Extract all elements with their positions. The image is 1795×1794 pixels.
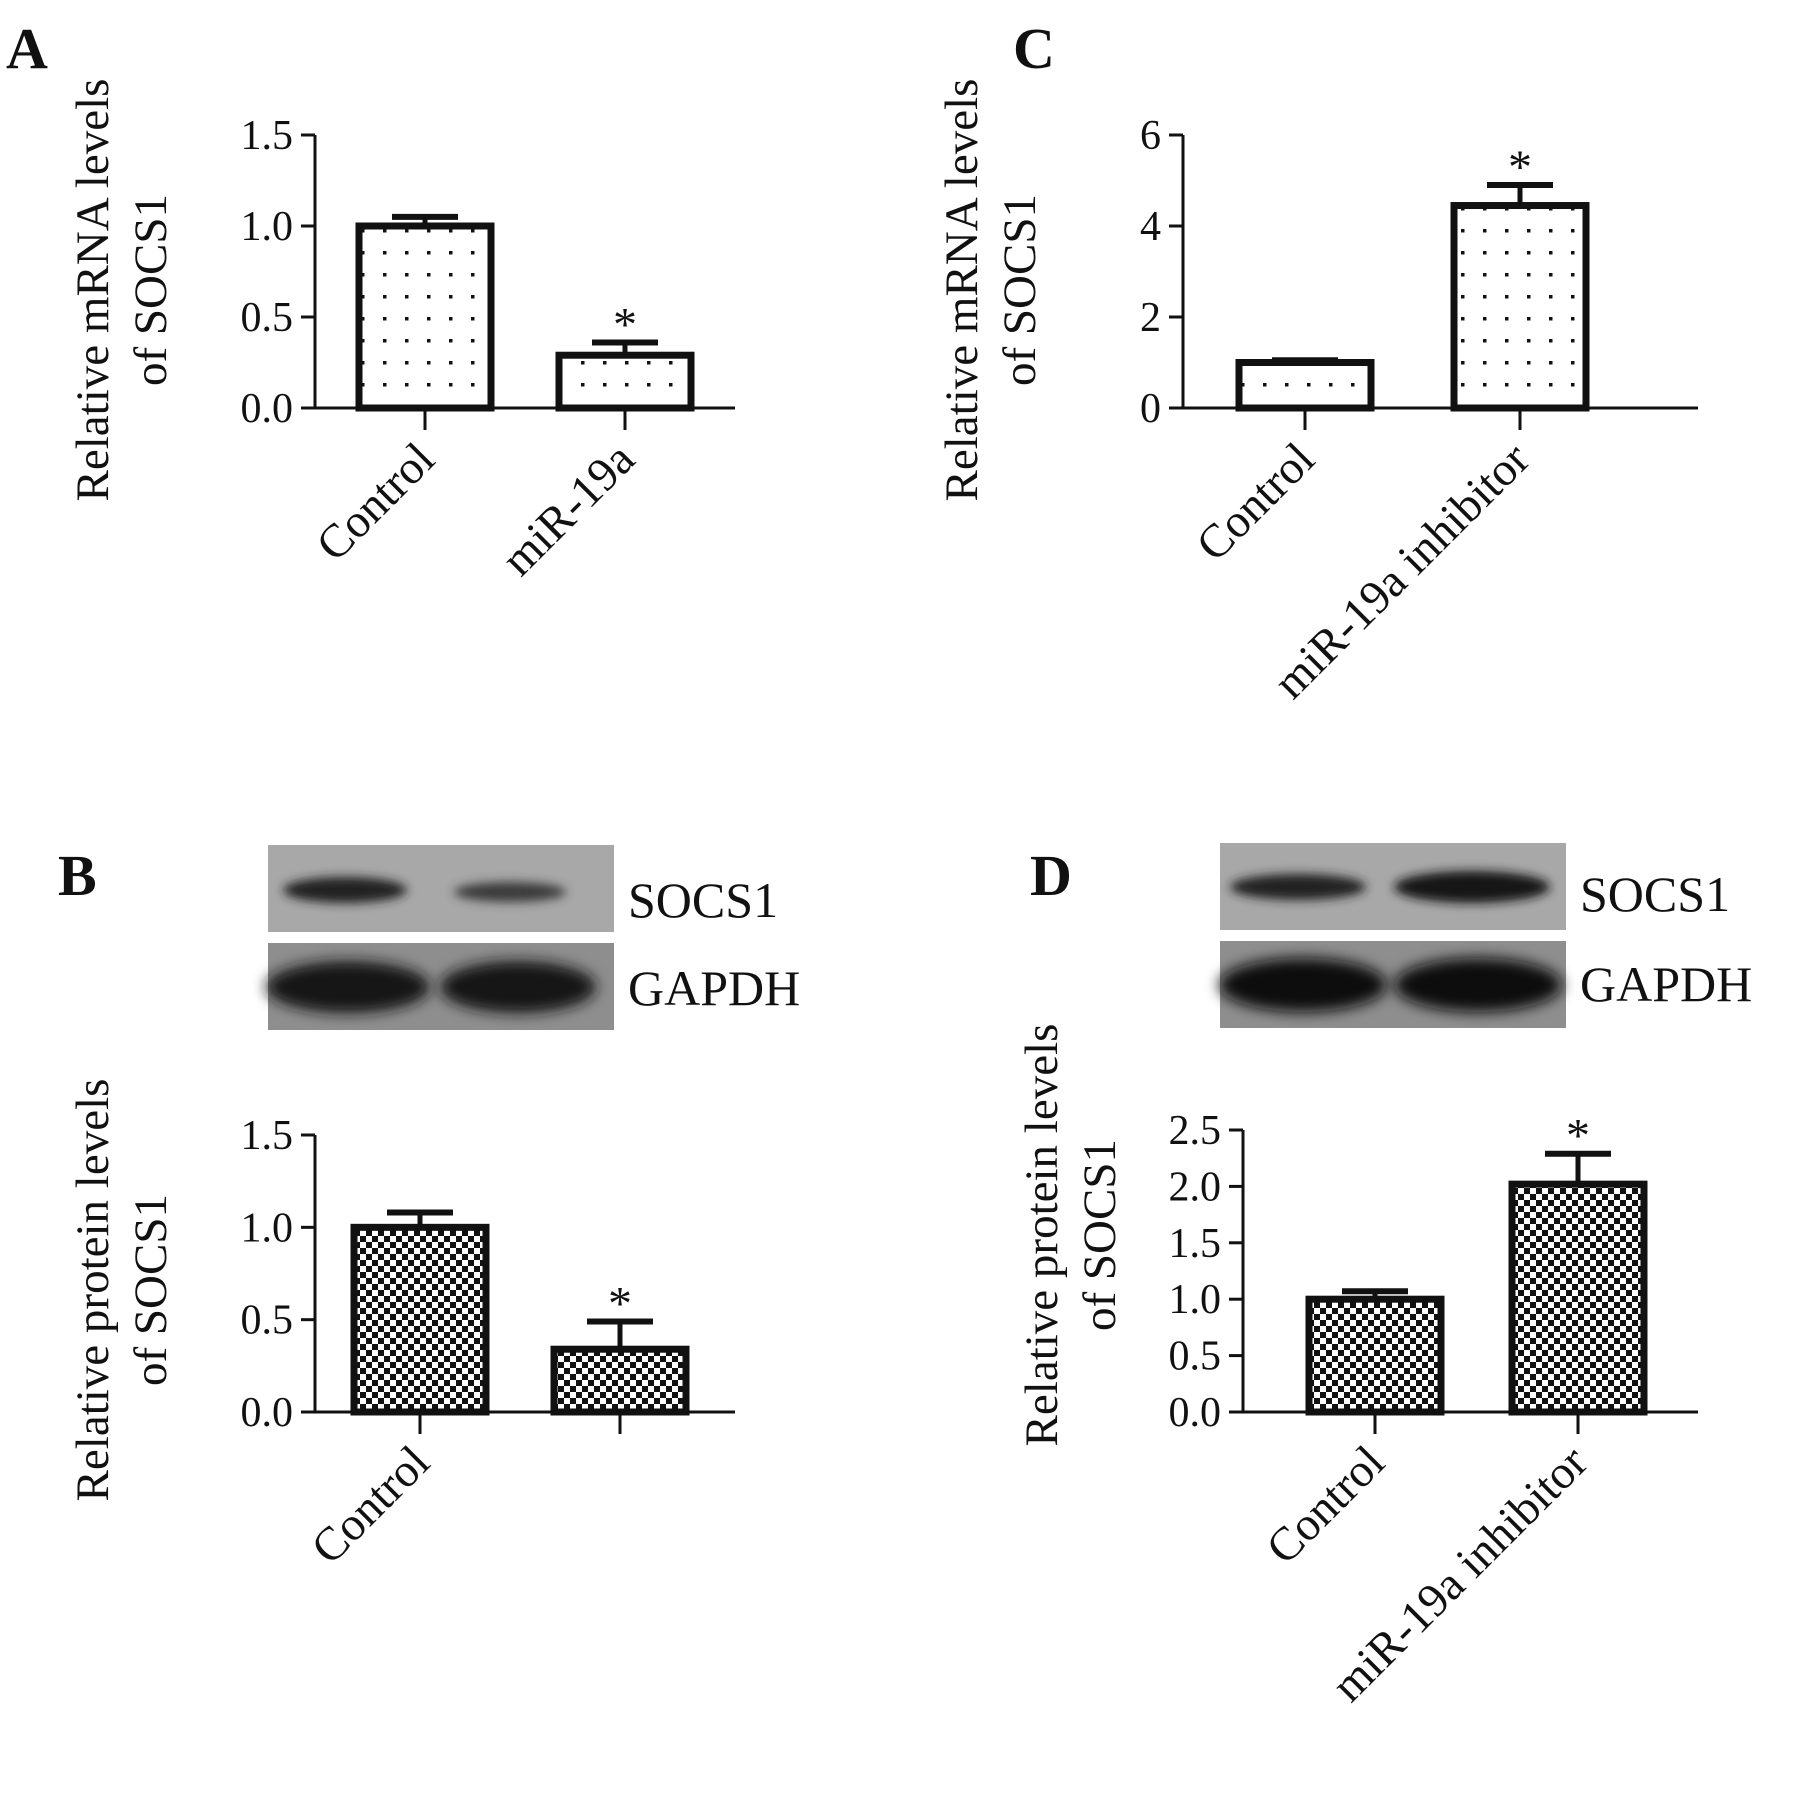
blot-band <box>1230 874 1366 900</box>
y-axis-label-line2: of SOCS1 <box>125 194 177 386</box>
y-tick-label: 1.0 <box>241 1205 294 1251</box>
blot-band <box>283 877 407 903</box>
y-tick-label: 0.5 <box>241 1298 294 1344</box>
panel-letter-c: C <box>1013 16 1055 81</box>
blot-label-socs1: SOCS1 <box>1580 866 1730 922</box>
y-tick-label: 2 <box>1140 295 1161 341</box>
y-tick-label: 0.0 <box>241 386 294 432</box>
bar <box>1450 202 1590 412</box>
y-tick-label: 2.5 <box>1169 1108 1222 1154</box>
panel-letter-b: B <box>58 843 97 908</box>
y-tick-label: 6 <box>1140 113 1161 159</box>
x-tick-label: Control <box>301 1436 439 1574</box>
y-axis-label-line2: of SOCS1 <box>994 194 1046 386</box>
panel-b-chart: Relative protein levels of SOCS1 0.0 0.5 1… <box>67 1079 735 1574</box>
bar <box>550 1345 690 1416</box>
y-axis-label-line1: Relative protein levels <box>67 1079 119 1502</box>
panel-b-western-blot: SOCS1 GAPDH <box>266 845 800 1030</box>
bar <box>1508 1180 1648 1416</box>
blot-label-gapdh: GAPDH <box>1580 956 1752 1012</box>
y-tick-label: 0.0 <box>1169 1390 1222 1436</box>
x-tick-label: Control <box>1256 1436 1394 1574</box>
y-tick-label: 0.5 <box>241 295 294 341</box>
blot-band <box>1394 958 1562 1012</box>
blot-band <box>1394 871 1550 903</box>
y-tick-label: 1.0 <box>241 204 294 250</box>
y-tick-label: 1.5 <box>1169 1221 1222 1267</box>
panel-d-chart: Relative protein levels of SOCS1 0.0 0.5 1… <box>1016 1024 1698 1712</box>
panel-c-chart: Relative mRNA levels of SOCS1 0 2 4 6 Contro… <box>936 79 1698 709</box>
blot-band <box>1219 958 1387 1012</box>
bar <box>355 222 495 412</box>
y-tick-label: 0.0 <box>241 1390 294 1436</box>
panel-a-chart: Relative mRNA levels of SOCS1 0.0 0.5 1.0 1… <box>67 79 735 586</box>
y-tick-label: 0 <box>1140 386 1161 432</box>
y-axis-label-line1: Relative mRNA levels <box>67 79 119 502</box>
y-tick-label: 2.0 <box>1169 1164 1222 1210</box>
bar <box>1235 359 1375 412</box>
significance-marker: * <box>608 1278 632 1331</box>
y-tick-label: 1.0 <box>1169 1277 1222 1323</box>
y-axis-label-line1: Relative protein levels <box>1016 1024 1068 1447</box>
x-tick-label: Control <box>1186 433 1324 571</box>
blot-band <box>266 961 430 1013</box>
blot-band <box>440 961 596 1013</box>
significance-marker: * <box>1508 141 1532 194</box>
y-axis-label-line2: of SOCS1 <box>125 1194 177 1386</box>
panel-letter-a: A <box>6 16 48 81</box>
y-tick-label: 1.5 <box>241 113 294 159</box>
y-axis-label-line2: of SOCS1 <box>1074 1139 1126 1331</box>
significance-marker: * <box>1566 1110 1590 1163</box>
x-tick-label: Control <box>306 433 444 571</box>
bar <box>555 351 695 412</box>
bar <box>350 1223 490 1416</box>
bar <box>1305 1295 1445 1416</box>
panel-letter-d: D <box>1030 843 1072 908</box>
blot-band <box>454 882 566 902</box>
y-tick-label: 4 <box>1140 204 1161 250</box>
x-tick-label: miR-19a <box>492 433 645 586</box>
y-axis-label-line1: Relative mRNA levels <box>936 79 988 502</box>
y-tick-label: 1.5 <box>241 1113 294 1159</box>
significance-marker: * <box>613 298 637 351</box>
blot-label-socs1: SOCS1 <box>628 872 778 928</box>
blot-label-gapdh: GAPDH <box>628 960 800 1016</box>
y-tick-label: 0.5 <box>1169 1334 1222 1380</box>
panel-d-western-blot: SOCS1 GAPDH <box>1219 843 1752 1028</box>
